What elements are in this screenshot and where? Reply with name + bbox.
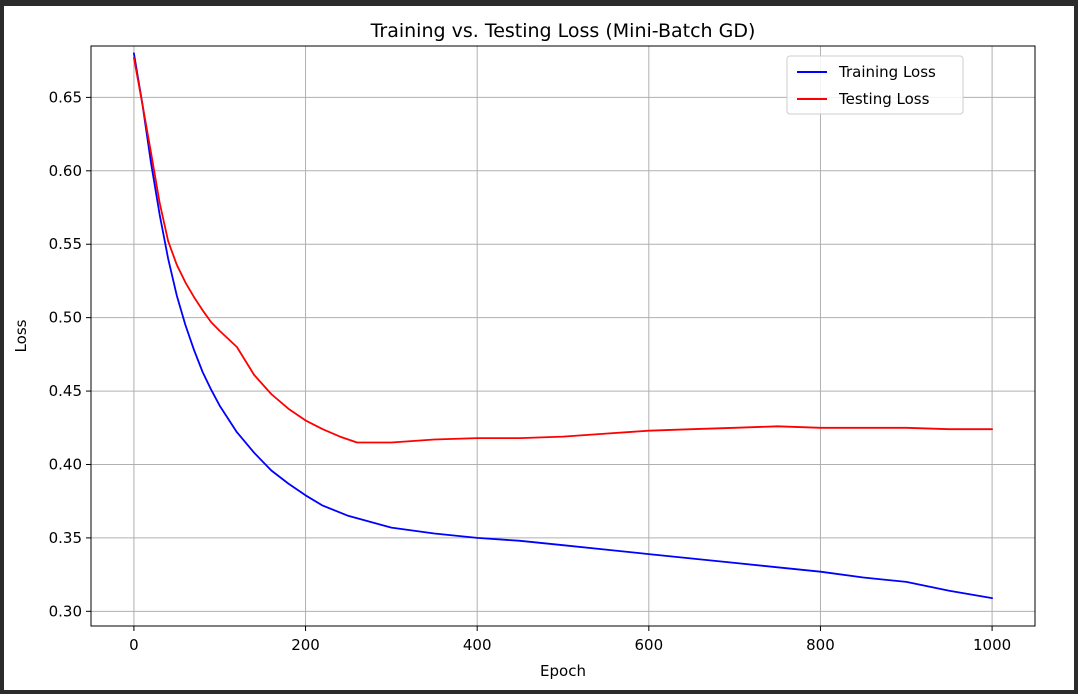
series-lines: [132, 52, 993, 599]
x-tick-label: 600: [634, 636, 663, 654]
axis-ticks: 0 200 400 600 800 1000 0.30 0.35 0.40 0.45 0.50 0.5…: [49, 88, 1012, 654]
y-tick-label: 0.35: [49, 529, 82, 547]
legend-label: Testing Loss: [838, 90, 930, 108]
x-tick-label: 400: [463, 636, 492, 654]
y-tick-label: 0.60: [49, 162, 82, 180]
x-tick-label: 800: [806, 636, 835, 654]
series-line-testing-loss: [132, 56, 993, 444]
x-tick-label: 1000: [973, 636, 1011, 654]
y-tick-label: 0.50: [49, 309, 82, 327]
y-tick-label: 0.40: [49, 455, 82, 473]
plot-area-frame: [90, 45, 1036, 627]
x-tick-label: 0: [129, 636, 139, 654]
y-axis-label: Loss: [12, 319, 30, 352]
x-axis-label: Epoch: [540, 662, 586, 680]
legend-label: Training Loss: [838, 63, 936, 81]
y-tick-label: 0.65: [49, 88, 82, 106]
y-tick-label: 0.55: [49, 235, 82, 253]
y-tick-label: 0.30: [49, 602, 82, 620]
grid: [91, 46, 1035, 626]
x-tick-label: 200: [291, 636, 320, 654]
legend: Training Loss Testing Loss: [786, 55, 964, 115]
figure: Training vs. Testing Loss (Mini-Batch GD…: [4, 6, 1074, 690]
y-tick-label: 0.45: [49, 382, 82, 400]
series-line-training-loss: [132, 52, 993, 599]
loss-chart: Training vs. Testing Loss (Mini-Batch GD…: [12, 20, 1036, 680]
legend-box: [786, 55, 964, 115]
chart-title: Training vs. Testing Loss (Mini-Batch GD…: [370, 20, 756, 42]
